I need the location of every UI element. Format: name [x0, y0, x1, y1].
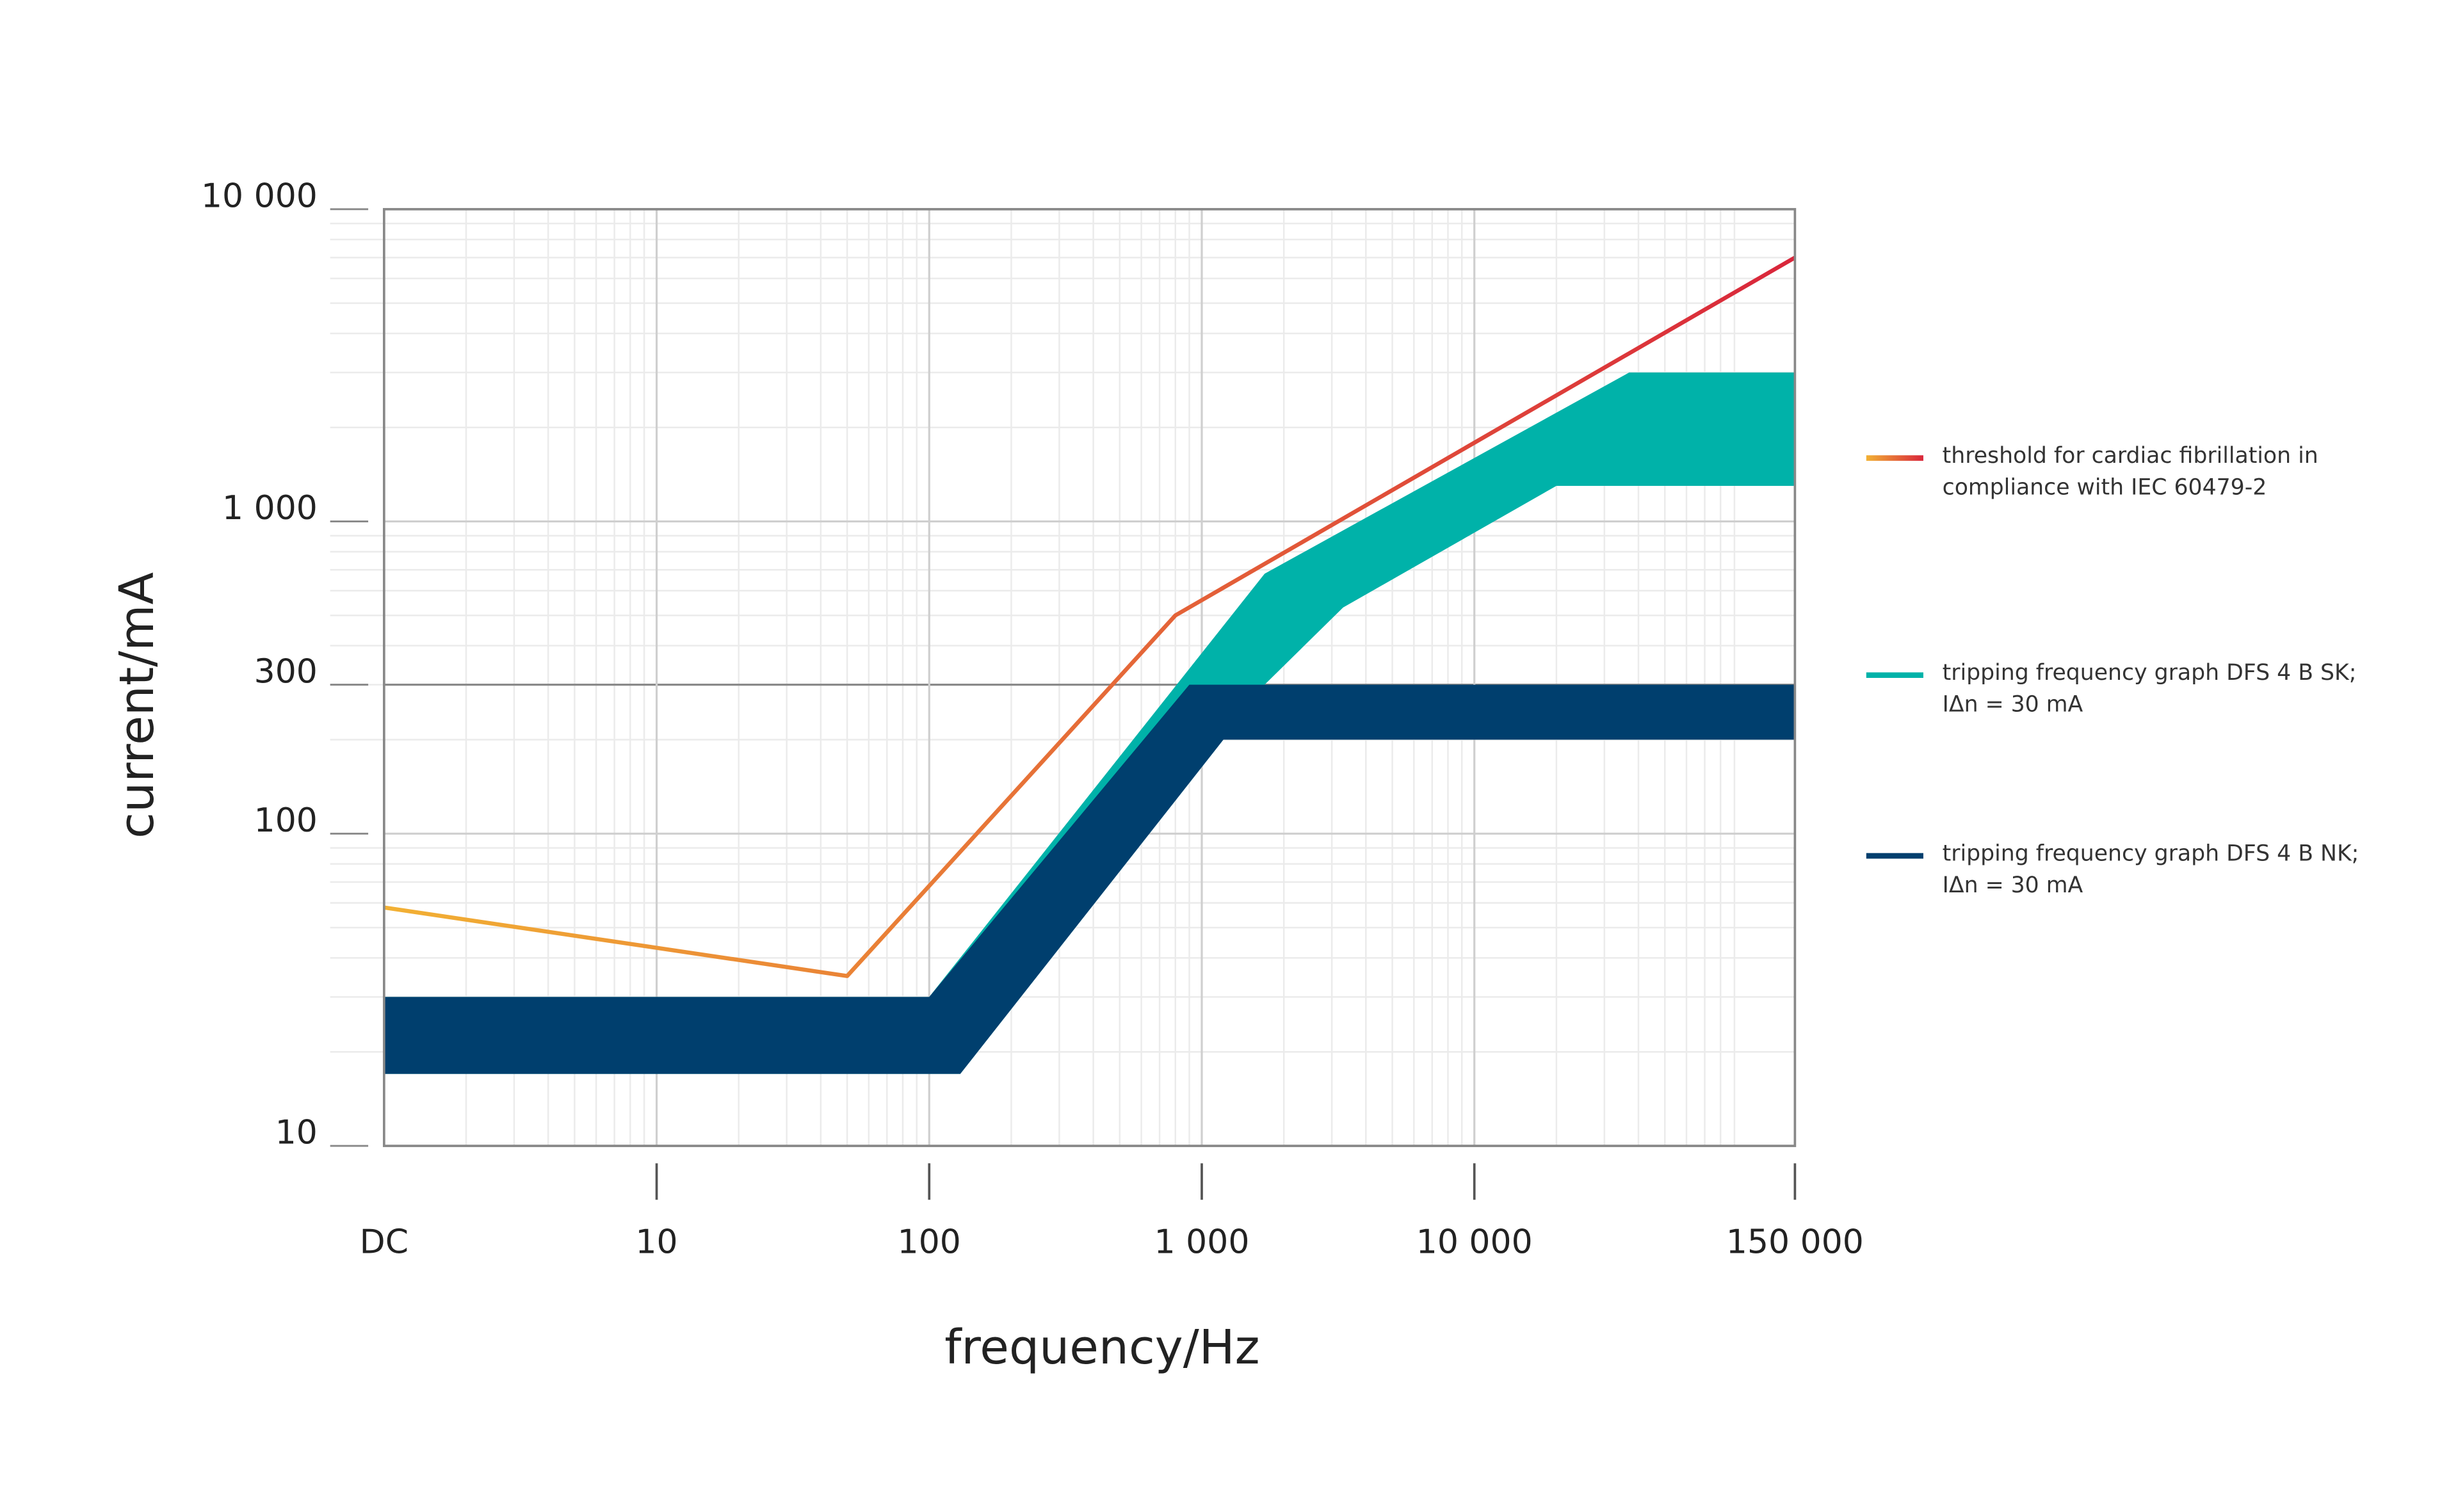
plot-frame	[382, 207, 1797, 1147]
x-tick-label: 1 000	[1154, 1223, 1250, 1262]
y-tick-label: 100	[254, 801, 318, 840]
legend-label-box: tripping frequency graph DFS 4 B SK; IΔn…	[1942, 661, 2357, 718]
y-tick-label: 1 000	[222, 489, 318, 527]
legend-label: tripping frequency graph DFS 4 B NK; IΔn…	[1942, 841, 2359, 899]
y-tick-label: 10	[275, 1114, 318, 1152]
legend-label: threshold for cardiac fibrillation in co…	[1942, 444, 2318, 501]
legend-label-box: tripping frequency graph DFS 4 B NK; IΔn…	[1942, 841, 2359, 899]
y-tick-label: 10 000	[201, 177, 318, 215]
x-tick-label: 10	[635, 1223, 677, 1262]
threshold-line	[384, 255, 1797, 978]
x-axis-title: frequency/Hz	[944, 1319, 1259, 1375]
legend-label-box: threshold for cardiac fibrillation in co…	[1942, 444, 2318, 501]
legend-label: tripping frequency graph DFS 4 B SK; IΔn…	[1942, 661, 2357, 718]
x-tick-label: 150 000	[1726, 1223, 1864, 1262]
band	[384, 684, 1795, 1074]
x-tick-label: 100	[898, 1223, 961, 1262]
x-tick-label: DC	[360, 1223, 408, 1262]
y-axis-title: current/mA	[109, 572, 165, 839]
y-tick-label: 300	[254, 652, 318, 691]
x-tick-label: 10 000	[1416, 1223, 1533, 1262]
band	[384, 372, 1795, 1074]
